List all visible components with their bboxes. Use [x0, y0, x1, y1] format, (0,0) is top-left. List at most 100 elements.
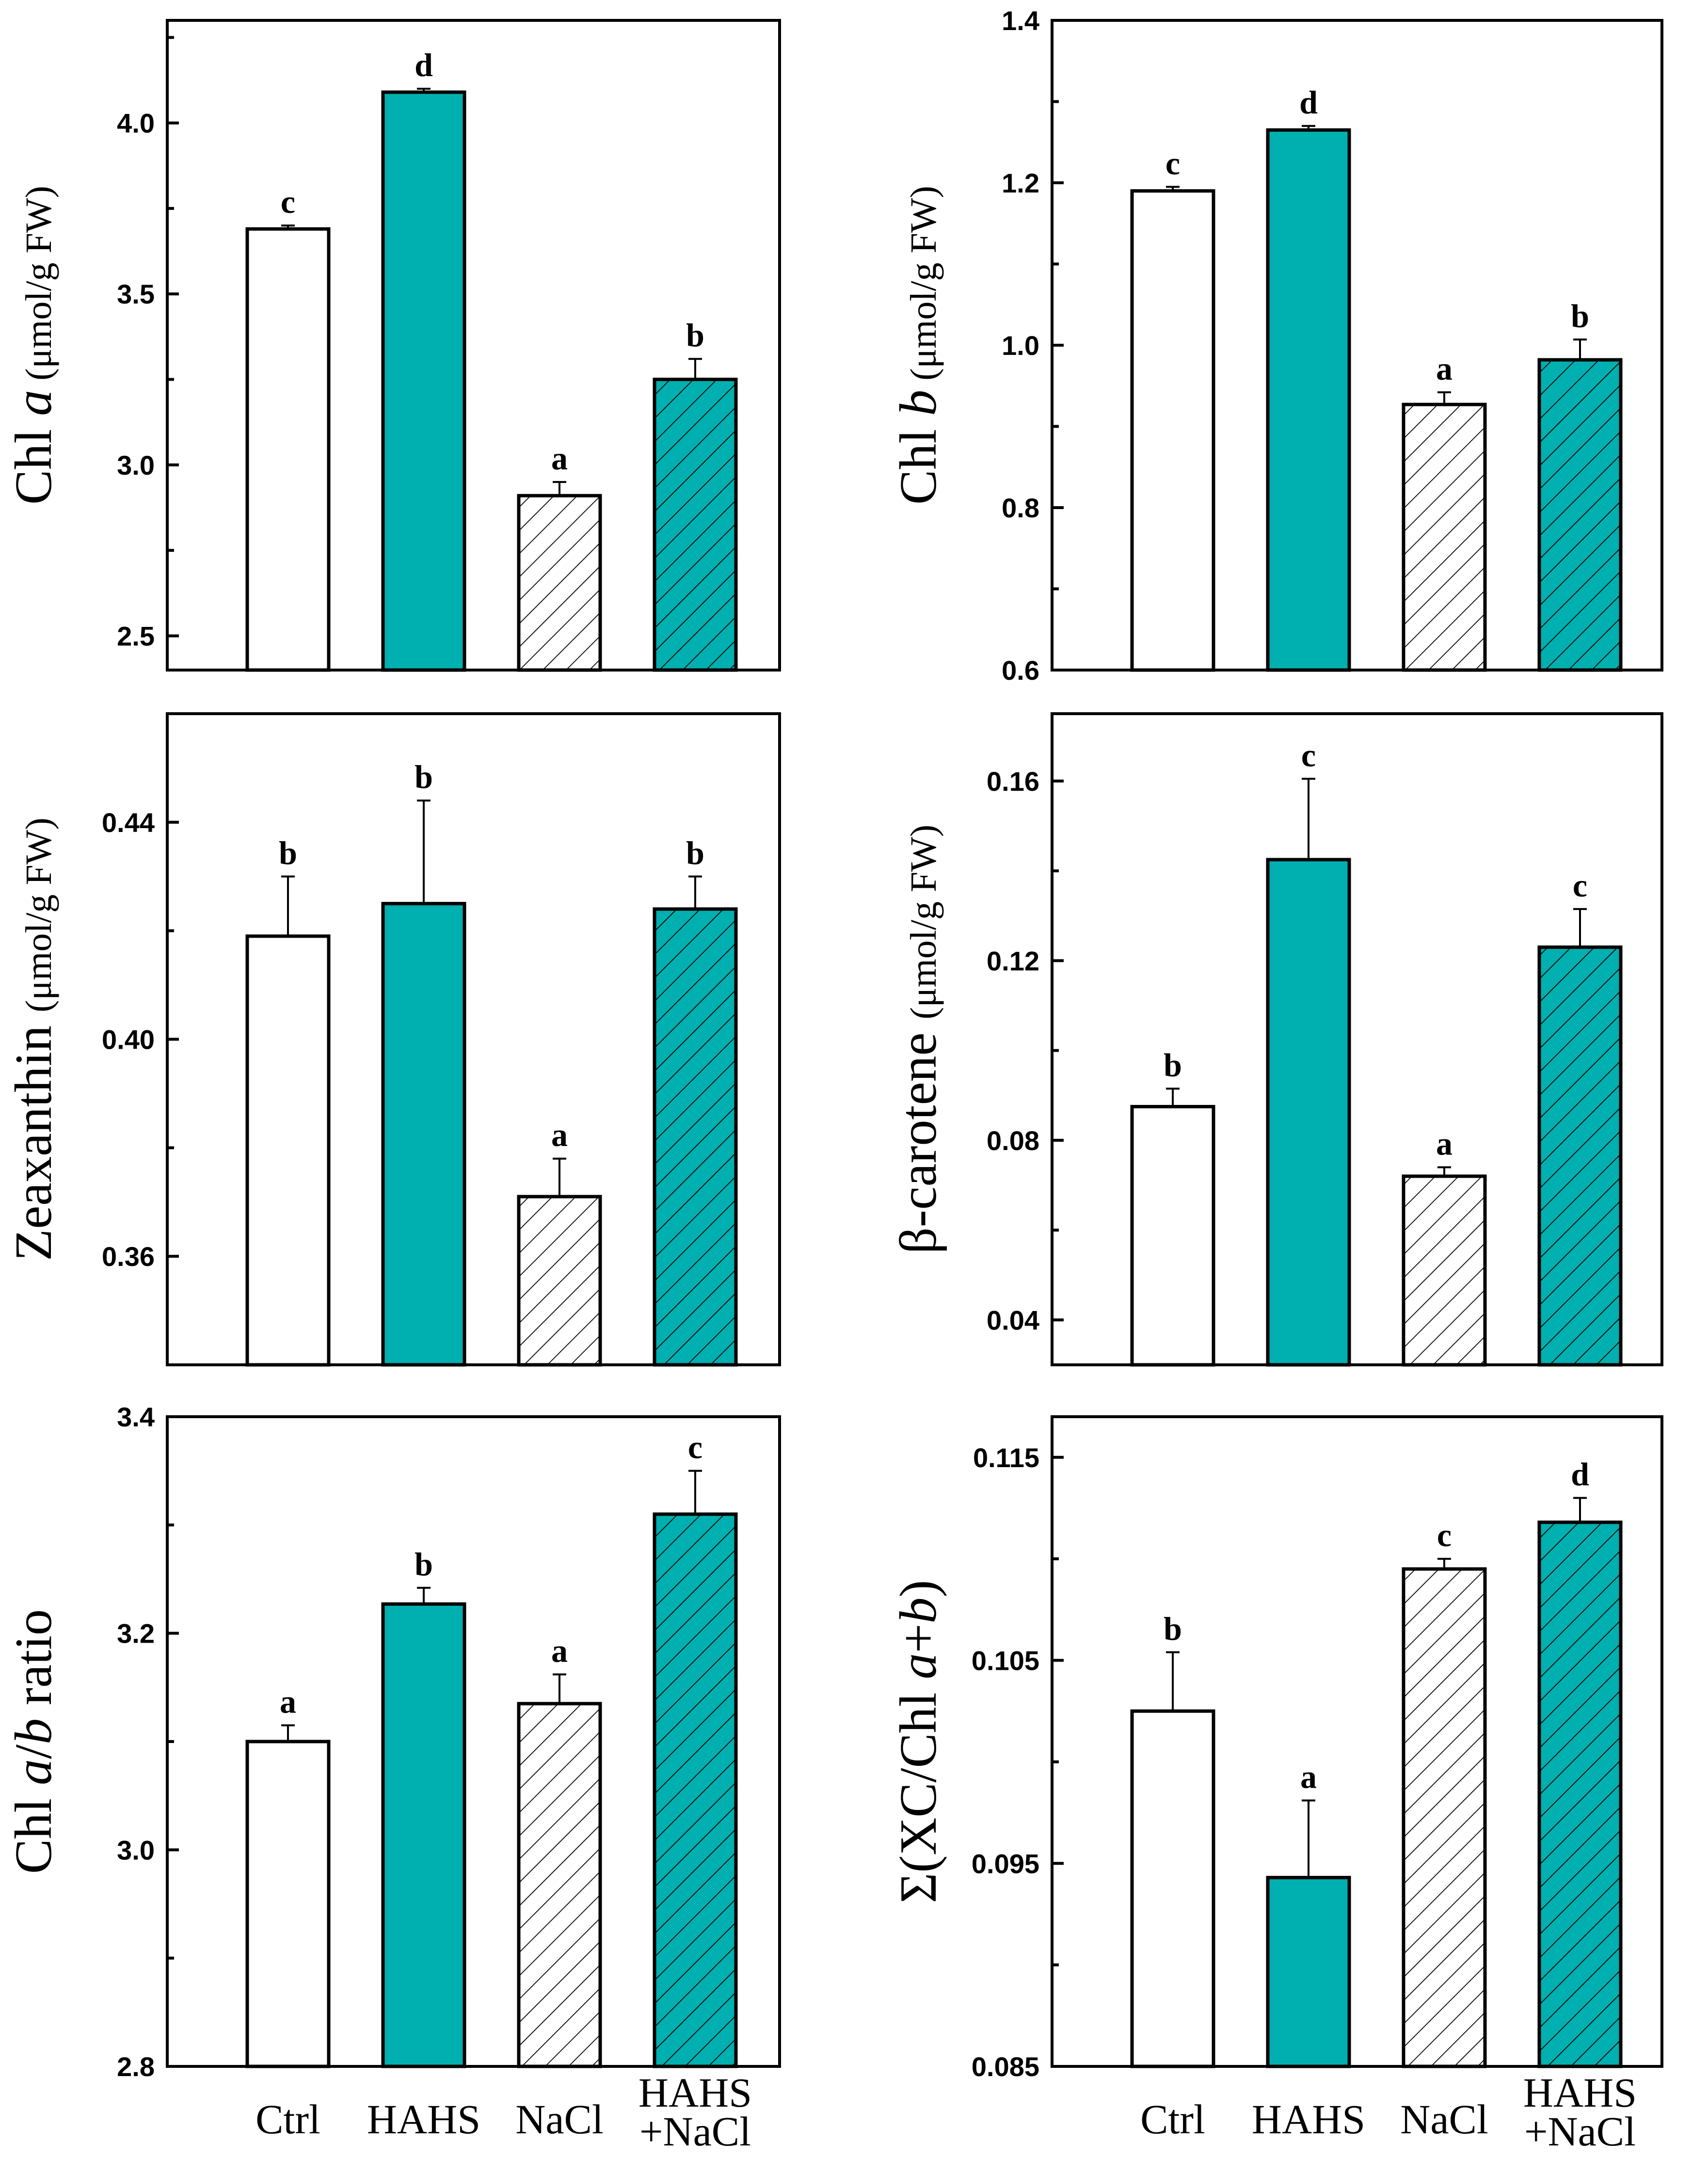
significance-letter: d [415, 47, 433, 83]
y-tick-label: 3.4 [117, 1402, 155, 1432]
bar-hahs [1266, 858, 1351, 1367]
bar-nacl [1402, 402, 1487, 672]
significance-letter: b [1571, 297, 1589, 334]
error-bar [281, 224, 295, 229]
x-tick-label: HAHS [1252, 2096, 1365, 2143]
y-tick-label: 0.44 [102, 807, 155, 838]
error-bar [688, 875, 702, 909]
significance-letter: b [415, 758, 433, 795]
panel-xc-ratio: 0.085 0.095 0.105 0.115 b a c d Σ(XC/Chl a+b) [890, 1415, 1663, 2082]
bar-hahs-plus-nacl [653, 907, 738, 1367]
y-axis-label: β-carotene (μmol/g FW) [890, 825, 947, 1254]
y-tick-label: 2.5 [117, 621, 155, 651]
y-tick-label: 0.16 [987, 766, 1039, 797]
significance-letter: c [1573, 867, 1587, 904]
y-tick-label: 0.40 [102, 1024, 155, 1055]
y-tick-label: 0.04 [987, 1305, 1039, 1335]
significance-letter: c [281, 183, 295, 220]
bar-ctrl [245, 227, 331, 672]
bar-ctrl [1130, 1709, 1215, 2068]
significance-letter: c [688, 1429, 702, 1466]
y-axis-label: Chl b (μmol/g FW) [890, 186, 947, 505]
bar-hahs-plus-nacl [1537, 1520, 1623, 2068]
bar-hahs-plus-nacl [653, 1512, 738, 2068]
significance-letter: a [551, 1632, 568, 1669]
error-bar [553, 1673, 566, 1704]
significance-letter: a [1436, 1125, 1453, 1162]
y-tick-label: 3.0 [117, 450, 155, 480]
y-tick-label: 0.085 [972, 2051, 1039, 2082]
y-tick-label: 3.5 [117, 279, 155, 309]
y-tick-label: 0.08 [987, 1125, 1039, 1156]
error-bar [281, 1724, 295, 1742]
plot-frame [1051, 712, 1663, 1366]
significance-letter: a [280, 1683, 296, 1720]
y-tick-label: 4.0 [117, 108, 155, 139]
significance-letter: a [551, 1117, 568, 1153]
significance-letter: b [686, 317, 704, 353]
error-bar [1302, 1799, 1315, 1878]
error-bar [281, 875, 295, 936]
error-bar [1573, 908, 1587, 947]
error-bar [417, 88, 431, 93]
error-bar [553, 1157, 566, 1197]
significance-letter: c [1165, 144, 1180, 181]
significance-letter: c [1301, 736, 1316, 773]
bar-hahs [1266, 128, 1351, 672]
panel-zeaxanthin: 0.36 0.40 0.44 b b a b Zeaxanthin (μmol/g FW) [5, 712, 781, 1367]
significance-letter: b [415, 1546, 433, 1583]
bar-ctrl [1130, 1104, 1215, 1367]
x-tick-label: Ctrl [255, 2096, 320, 2143]
x-tick-label: HAHS [367, 2096, 480, 2143]
error-bar [417, 800, 431, 904]
error-bar [1437, 1166, 1451, 1176]
bar-hahs [1266, 1876, 1351, 2068]
significance-letter: d [1571, 1456, 1589, 1493]
y-tick-label: 2.8 [117, 2051, 155, 2082]
error-bar [1302, 778, 1315, 860]
y-axis-label: Chl a/b ratio [5, 1609, 63, 1874]
y-tick-label: 1.0 [1002, 330, 1039, 361]
error-bar [1302, 125, 1315, 130]
bar-nacl [517, 1195, 602, 1367]
error-bar [553, 481, 566, 496]
significance-letter: b [686, 834, 704, 871]
x-tick-label: NaCl [1400, 2096, 1488, 2143]
error-bar [688, 1470, 702, 1514]
significance-letter: a [1300, 1758, 1317, 1795]
significance-letter: b [1164, 1046, 1182, 1083]
panel-chl-a: 2.5 3.0 3.5 4.0 c d a b Chl a (μmol/g FW) [5, 19, 781, 672]
significance-letter: b [279, 834, 297, 871]
y-tick-label: 1.4 [1002, 5, 1039, 36]
bar-hahs [381, 902, 466, 1367]
error-bar [1573, 1497, 1587, 1522]
panel-beta-carotene: 0.04 0.08 0.12 0.16 b c a c β-carotene (μmol/g F… [890, 712, 1663, 1367]
y-axis-label: Chl a (μmol/g FW) [5, 186, 63, 505]
significance-letter: a [551, 440, 568, 477]
error-bar [1573, 338, 1587, 360]
bar-hahs-plus-nacl [1537, 358, 1623, 672]
plot-frame [166, 19, 781, 672]
bar-ctrl [245, 934, 331, 1367]
y-tick-label: 0.6 [1002, 655, 1039, 686]
error-bar [1437, 391, 1451, 405]
y-tick-label: 0.095 [972, 1848, 1039, 1879]
bar-nacl [1402, 1567, 1487, 2068]
significance-letter: b [1164, 1610, 1182, 1647]
bar-ctrl [245, 1740, 331, 2068]
significance-letter: c [1437, 1517, 1452, 1553]
bar-nacl [517, 494, 602, 672]
bar-ctrl [1130, 189, 1215, 672]
y-axis-label: Zeaxanthin (μmol/g FW) [5, 817, 63, 1261]
panel-chl-b: 0.6 0.8 1.0 1.2 1.4 c d a b Chl b (μmol/g FW) [890, 5, 1663, 686]
error-bar [1166, 1651, 1180, 1711]
bar-nacl [1402, 1174, 1487, 1367]
x-tick-label: NaCl [515, 2096, 604, 2143]
y-tick-label: 0.12 [987, 945, 1039, 976]
bar-hahs [381, 1602, 466, 2068]
error-bar [688, 358, 702, 380]
y-tick-label: 3.0 [117, 1835, 155, 1865]
bar-hahs-plus-nacl [1537, 945, 1623, 1367]
y-tick-label: 0.8 [1002, 493, 1039, 523]
significance-letter: a [1436, 350, 1453, 387]
